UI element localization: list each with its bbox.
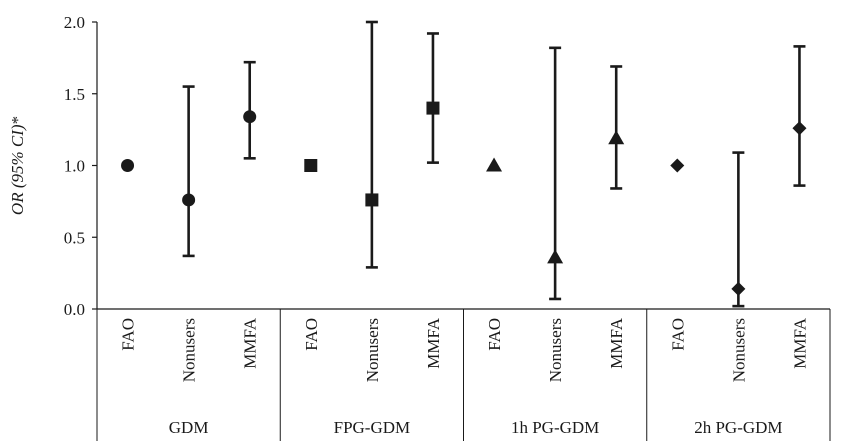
group-label: FPG-GDM xyxy=(334,418,411,437)
y-axis-label: OR (95% CI)* xyxy=(8,116,27,215)
data-point xyxy=(365,20,379,269)
group-label: 1h PG-GDM xyxy=(511,418,599,437)
data-point xyxy=(426,32,440,164)
square-marker xyxy=(426,101,440,115)
y-tick-label: 0.5 xyxy=(64,228,85,247)
y-axis-title-suffix: * xyxy=(8,116,27,125)
triangle-marker xyxy=(486,157,503,172)
data-point xyxy=(731,151,746,308)
category-label: Nonusers xyxy=(729,318,748,382)
group-label: GDM xyxy=(169,418,209,437)
category-label: MMFA xyxy=(607,317,626,368)
triangle-marker xyxy=(608,130,625,145)
category-label: FAO xyxy=(302,318,321,351)
data-point xyxy=(670,158,685,173)
category-label: MMFA xyxy=(790,317,809,368)
y-axis-title-main: OR (95% CI) xyxy=(8,124,27,215)
data-point xyxy=(121,159,135,172)
data-point xyxy=(547,46,564,301)
data-point xyxy=(243,60,257,160)
category-label: MMFA xyxy=(424,317,443,368)
x-axis: GDM FAO Nonusers MMFA FPG-GDM FAO Nonusers MMFA… xyxy=(96,308,831,441)
diamond-marker xyxy=(731,281,746,296)
chart-marks xyxy=(121,20,807,308)
data-point xyxy=(304,159,318,172)
category-label: FAO xyxy=(485,318,504,351)
circle-marker xyxy=(243,110,257,124)
circle-marker xyxy=(182,193,196,207)
category-label: FAO xyxy=(668,318,687,351)
category-label: Nonusers xyxy=(180,318,199,382)
y-tick-label: 1.0 xyxy=(64,157,85,176)
category-label: FAO xyxy=(119,318,138,351)
category-label: Nonusers xyxy=(546,318,565,382)
data-point xyxy=(792,45,807,187)
data-point xyxy=(182,85,196,258)
triangle-marker xyxy=(547,249,564,264)
circle-marker xyxy=(121,159,135,172)
data-point xyxy=(486,157,503,172)
category-label: Nonusers xyxy=(363,318,382,382)
square-marker xyxy=(365,193,379,207)
y-axis: 0.0 0.5 1.0 1.5 2.0 xyxy=(64,13,98,319)
diamond-marker xyxy=(670,158,685,173)
y-axis-title: OR (95% CI)* xyxy=(8,116,27,215)
diamond-marker xyxy=(792,121,807,136)
y-tick-label: 1.5 xyxy=(64,85,85,104)
y-tick-label: 0.0 xyxy=(64,300,85,319)
category-label: MMFA xyxy=(241,317,260,368)
y-tick-label: 2.0 xyxy=(64,13,85,32)
group-label: 2h PG-GDM xyxy=(694,418,782,437)
data-point xyxy=(608,65,625,190)
square-marker xyxy=(304,159,318,172)
